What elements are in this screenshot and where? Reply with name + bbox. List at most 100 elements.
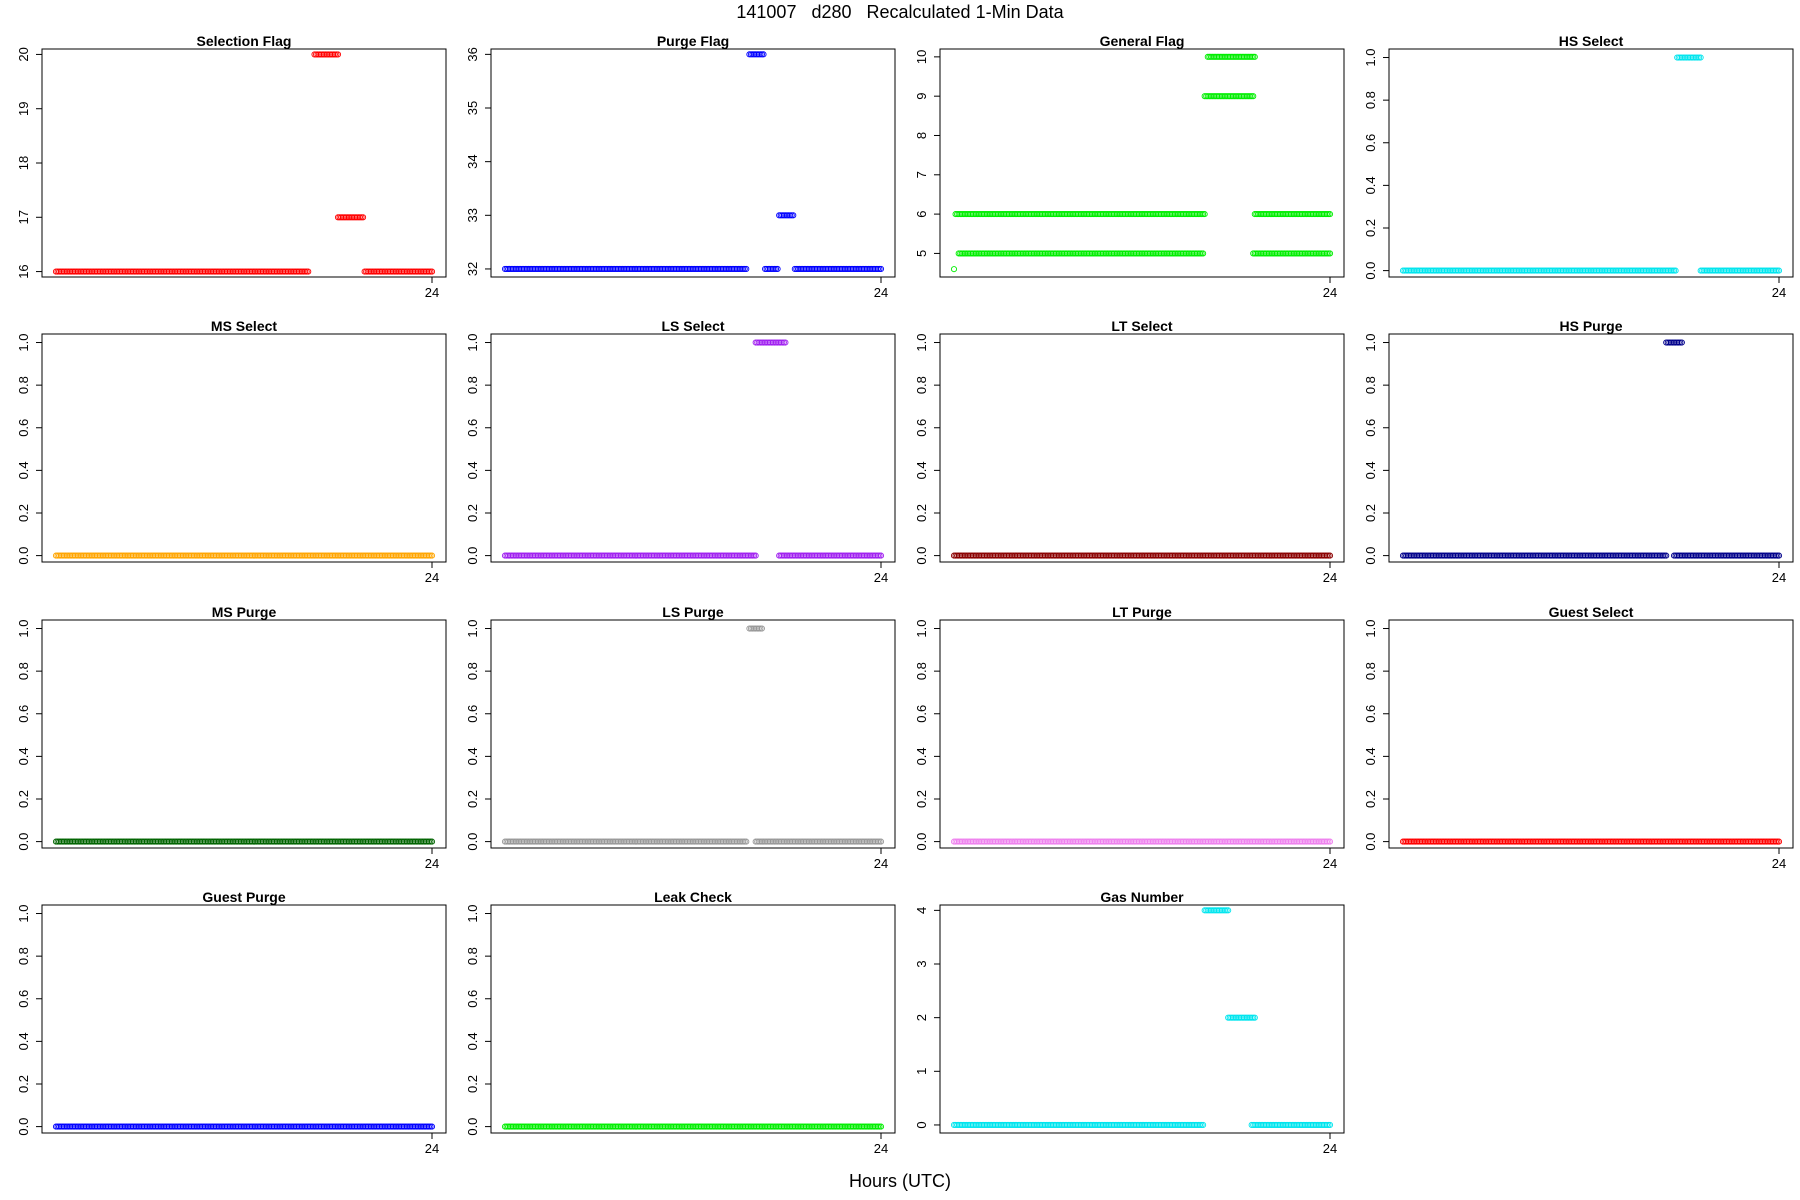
data-point [743,838,750,845]
y-tick-label: 0.6 [1363,134,1378,152]
panel-4: MS Select 0.0 0.2 0.4 0.6 0.8 1.0 24 [16,318,447,585]
y-tick-label: 0.8 [465,947,480,965]
data-point [1225,907,1232,914]
x-tick-label: 24 [1323,570,1337,585]
data-point [790,212,797,219]
data-point [1201,211,1208,218]
y-tick-label: 1.0 [914,619,929,637]
panel-title: LT Select [1111,318,1173,334]
y-tick-label: 1.0 [465,904,480,922]
plot-frame [41,904,447,1134]
y-tick-label: 0.4 [465,461,480,479]
data-point [428,838,436,845]
plot-frame [939,48,1345,278]
y-tick-label: 0.6 [1363,419,1378,437]
y-tick-label: 0.2 [914,504,929,522]
data-point [334,51,342,58]
y-tick-label: 0.8 [465,662,480,680]
x-tick-label: 24 [874,285,888,300]
plot-frame [1388,48,1794,278]
y-tick-label: 0.8 [16,376,31,394]
series-points [950,552,1334,559]
x-tick-label: 24 [874,570,888,585]
panel-0: Selection Flag 16 17 18 19 20 24 [16,33,447,300]
series-points [52,51,436,275]
y-tick-label: 0.4 [914,461,929,479]
y-tick-label: 1.0 [16,333,31,351]
plot-frame [1388,619,1794,849]
panel-title: LS Select [661,318,724,334]
y-tick-label: 35 [465,101,480,115]
panel-6: LT Select 0.0 0.2 0.4 0.6 0.8 1.0 24 [914,318,1345,585]
series-points [950,838,1334,845]
y-tick-label: 0.0 [16,1118,31,1136]
y-tick-label: 18 [16,156,31,170]
panel-2: General Flag 5 6 7 8 9 10 24 [914,33,1345,300]
plot-frame [490,333,896,563]
y-tick-label: 0.4 [16,747,31,765]
series-points [1399,54,1783,274]
data-point [877,838,885,845]
data-point [877,265,885,273]
panel-7: HS Purge 0.0 0.2 0.4 0.6 0.8 1.0 24 [1363,318,1794,585]
series-points [501,51,885,273]
x-tick-label: 24 [1772,856,1786,871]
panel-title: Leak Check [654,889,732,905]
y-tick-label: 0.8 [16,662,31,680]
y-tick-label: 1.0 [1363,48,1378,66]
data-point [1775,838,1783,845]
y-tick-label: 0.6 [16,705,31,723]
y-tick-label: 0.4 [465,747,480,765]
x-tick-label: 24 [425,1141,439,1156]
y-tick-label: 0.4 [1363,747,1378,765]
data-point [760,51,767,58]
data-point [1200,250,1207,257]
y-tick-label: 0.8 [914,662,929,680]
y-tick-label: 5 [914,250,929,257]
panel-title: HS Select [1559,33,1624,49]
panel-8: MS Purge 0.0 0.2 0.4 0.6 0.8 1.0 24 [16,604,447,871]
data-point [1672,267,1679,274]
panel-title: Guest Purge [202,889,285,905]
y-tick-label: 0.0 [465,1118,480,1136]
data-point [743,265,750,273]
series-points [52,1123,436,1130]
panel-title: Gas Number [1100,889,1184,905]
y-tick-label: 1.0 [1363,333,1378,351]
data-point [877,552,885,559]
data-point [774,265,781,273]
data-point [1200,1121,1207,1128]
data-point [428,552,436,559]
y-tick-label: 0.0 [914,833,929,851]
data-point [1697,54,1704,61]
y-tick-label: 0.6 [914,705,929,723]
y-tick-label: 0.6 [465,990,480,1008]
panel-title: MS Purge [212,604,277,620]
y-tick-label: 16 [16,264,31,278]
x-tick-label: 24 [425,570,439,585]
data-point [1251,1014,1258,1021]
y-tick-label: 0.0 [914,547,929,565]
y-tick-label: 1.0 [16,904,31,922]
page-title: 141007 d280 Recalculated 1-Min Data [736,2,1064,22]
y-tick-label: 0.8 [465,376,480,394]
y-tick-label: 0.8 [1363,376,1378,394]
y-tick-label: 0.0 [465,547,480,565]
plot-frame [939,333,1345,563]
data-point [305,268,312,275]
data-point [877,1123,885,1130]
y-tick-label: 0.2 [1363,504,1378,522]
panel-12: Guest Purge 0.0 0.2 0.4 0.6 0.8 1.0 24 [16,889,447,1156]
y-tick-label: 34 [465,154,480,168]
data-point [428,268,436,275]
x-tick-label: 24 [425,285,439,300]
y-tick-label: 10 [914,50,929,64]
panel-title: LT Purge [1112,604,1172,620]
data-point [1326,1121,1334,1128]
data-point [1663,552,1670,559]
data-point [1326,552,1334,559]
plot-frame [939,904,1345,1134]
y-tick-label: 0.4 [465,1032,480,1050]
y-tick-label: 0.6 [1363,705,1378,723]
